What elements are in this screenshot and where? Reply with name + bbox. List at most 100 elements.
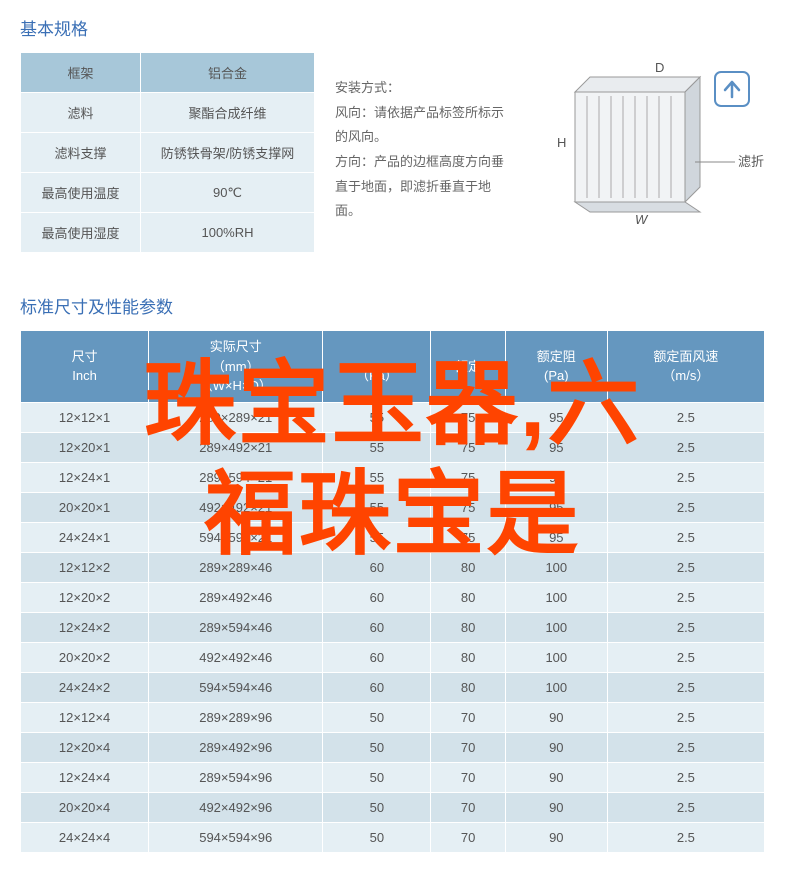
table-cell: 75: [431, 402, 505, 432]
table-row: 12×20×4289×492×965070902.5: [21, 732, 765, 762]
table-cell: 12×12×1: [21, 402, 149, 432]
table-cell: 75: [431, 522, 505, 552]
table-cell: 90: [505, 822, 607, 852]
table-cell: 55: [323, 402, 431, 432]
table-cell: 55: [323, 432, 431, 462]
table-row: 20×20×1492×492×215575952.5: [21, 492, 765, 522]
spec-head-val: 铝合金: [141, 53, 315, 93]
spec-val: 100%RH: [141, 213, 315, 253]
spec-key: 最高使用温度: [21, 173, 141, 213]
table-cell: 492×492×21: [149, 492, 323, 522]
table-cell: 289×289×21: [149, 402, 323, 432]
table-row: 20×20×2492×492×4660801002.5: [21, 642, 765, 672]
spec-table: 框架 铝合金 滤料聚酯合成纤维 滤料支撑防锈铁骨架/防锈支撑网 最高使用温度90…: [20, 52, 315, 253]
table-cell: 2.5: [607, 732, 764, 762]
table-cell: 2.5: [607, 582, 764, 612]
table-cell: 289×492×96: [149, 732, 323, 762]
table-cell: 289×492×46: [149, 582, 323, 612]
table-cell: 2.5: [607, 462, 764, 492]
dim-h-label: H: [557, 135, 566, 150]
table-cell: 95: [505, 432, 607, 462]
table-cell: 12×20×2: [21, 582, 149, 612]
table-cell: 75: [431, 492, 505, 522]
table-cell: 289×594×21: [149, 462, 323, 492]
dim-th: 实际尺寸（mm）（W×H×D）: [149, 331, 323, 403]
table-cell: 2.5: [607, 702, 764, 732]
dim-th: （Pa）: [323, 331, 431, 403]
table-cell: 60: [323, 552, 431, 582]
table-row: 12×12×1289×289×215575952.5: [21, 402, 765, 432]
dim-tbody: 12×12×1289×289×215575952.512×20×1289×492…: [21, 402, 765, 852]
table-cell: 12×24×2: [21, 612, 149, 642]
install-text: 安装方式： 风向：请依据产品标签所标示的风向。 方向：产品的边框高度方向垂直于地…: [335, 52, 515, 253]
table-cell: 289×594×96: [149, 762, 323, 792]
table-cell: 80: [431, 582, 505, 612]
table-cell: 55: [323, 522, 431, 552]
table-row: 12×24×1289×594×215575952.5: [21, 462, 765, 492]
table-cell: 12×24×4: [21, 762, 149, 792]
dim-th: 尺寸Inch: [21, 331, 149, 403]
basic-spec-title: 基本规格: [0, 0, 785, 52]
top-area: 框架 铝合金 滤料聚酯合成纤维 滤料支撑防锈铁骨架/防锈支撑网 最高使用温度90…: [0, 52, 785, 253]
dim-d-label: D: [655, 62, 664, 75]
table-cell: 95: [505, 492, 607, 522]
table-cell: 95: [505, 462, 607, 492]
filter-diagram: D H W 滤折: [535, 52, 765, 253]
table-cell: 90: [505, 732, 607, 762]
table-cell: 75: [431, 462, 505, 492]
table-cell: 2.5: [607, 822, 764, 852]
table-cell: 289×289×46: [149, 552, 323, 582]
table-cell: 2.5: [607, 492, 764, 522]
table-cell: 70: [431, 762, 505, 792]
table-cell: 289×594×46: [149, 612, 323, 642]
table-cell: 75: [431, 432, 505, 462]
table-cell: 90: [505, 762, 607, 792]
table-cell: 24×24×2: [21, 672, 149, 702]
up-arrow-icon: [725, 82, 739, 97]
table-row: 12×20×2289×492×4660801002.5: [21, 582, 765, 612]
table-row: 12×24×2289×594×4660801002.5: [21, 612, 765, 642]
table-cell: 70: [431, 702, 505, 732]
table-row: 24×24×2594×594×4660801002.5: [21, 672, 765, 702]
table-cell: 90: [505, 792, 607, 822]
table-cell: 12×20×1: [21, 432, 149, 462]
fold-label: 滤折: [738, 154, 764, 169]
table-cell: 100: [505, 642, 607, 672]
table-cell: 2.5: [607, 432, 764, 462]
table-cell: 289×289×96: [149, 702, 323, 732]
table-row: 12×12×4289×289×965070902.5: [21, 702, 765, 732]
table-cell: 12×12×2: [21, 552, 149, 582]
table-cell: 492×492×46: [149, 642, 323, 672]
table-row: 12×24×4289×594×965070902.5: [21, 762, 765, 792]
table-cell: 20×20×4: [21, 792, 149, 822]
table-cell: 50: [323, 822, 431, 852]
table-cell: 2.5: [607, 762, 764, 792]
table-cell: 60: [323, 582, 431, 612]
table-cell: 100: [505, 552, 607, 582]
table-cell: 289×492×21: [149, 432, 323, 462]
table-cell: 2.5: [607, 402, 764, 432]
table-cell: 70: [431, 822, 505, 852]
table-cell: 55: [323, 492, 431, 522]
table-cell: 2.5: [607, 792, 764, 822]
table-cell: 80: [431, 552, 505, 582]
table-cell: 60: [323, 672, 431, 702]
table-cell: 594×594×46: [149, 672, 323, 702]
table-cell: 80: [431, 672, 505, 702]
dim-perf-title: 标准尺寸及性能参数: [0, 253, 785, 330]
table-cell: 90: [505, 702, 607, 732]
spec-key: 最高使用湿度: [21, 213, 141, 253]
table-cell: 12×24×1: [21, 462, 149, 492]
table-cell: 50: [323, 702, 431, 732]
table-cell: 70: [431, 792, 505, 822]
table-cell: 50: [323, 762, 431, 792]
install-line: 风向：请依据产品标签所标示的风向。: [335, 101, 515, 150]
table-cell: 70: [431, 732, 505, 762]
table-cell: 20×20×1: [21, 492, 149, 522]
table-cell: 24×24×1: [21, 522, 149, 552]
table-cell: 2.5: [607, 612, 764, 642]
table-cell: 594×594×96: [149, 822, 323, 852]
table-row: 12×12×2289×289×4660801002.5: [21, 552, 765, 582]
table-cell: 95: [505, 402, 607, 432]
spec-head-key: 框架: [21, 53, 141, 93]
